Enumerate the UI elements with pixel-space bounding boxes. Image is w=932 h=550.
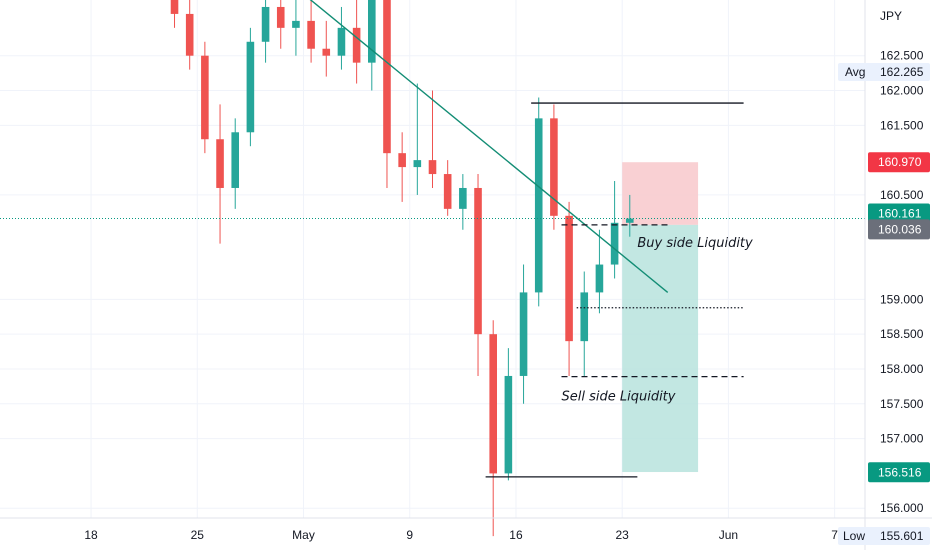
price-tick-label: 162.500 [880, 49, 924, 63]
target-badge-text: 160.970 [878, 155, 922, 169]
liquidity-label: Sell side Liquidity [561, 389, 675, 404]
low-badge-value: 155.601 [880, 529, 924, 543]
candle-body [474, 187, 482, 335]
liquidity-label: Buy side Liquidity [637, 236, 753, 251]
stop-badge-text: 156.516 [878, 465, 922, 479]
time-tick-label: Jun [719, 528, 738, 542]
price-tick-label: 161.500 [880, 118, 924, 132]
time-tick-label: 23 [616, 528, 630, 542]
bid-badge-text: 160.036 [878, 222, 922, 236]
time-tick-label: May [292, 528, 315, 542]
bid-badge-bg [868, 219, 930, 240]
current-price-badge-text: 160.161 [878, 207, 922, 221]
candle-body [352, 27, 361, 63]
candle-body [261, 6, 270, 42]
low-badge-bg [838, 527, 930, 546]
target-badge-bg [868, 152, 930, 173]
candle-body [519, 292, 528, 376]
candle-body [398, 153, 406, 168]
price-tick-label: 157.000 [880, 432, 924, 446]
candle-body [625, 218, 634, 223]
candle-body [565, 215, 573, 342]
time-tick-label: 7 [831, 528, 838, 542]
candle-body [231, 132, 240, 188]
time-axis[interactable]: 18 25 May 9 16 23 Jun 7 [0, 517, 932, 542]
grid [0, 0, 865, 518]
price-tick-label: 158.500 [880, 327, 924, 341]
candle-body [550, 118, 558, 216]
candle-body [413, 160, 422, 168]
price-tick-label: 159.000 [880, 292, 924, 306]
candle-body [292, 20, 300, 28]
take-profit-zone [622, 224, 699, 473]
candle-body [610, 222, 619, 265]
candle-body [246, 41, 255, 133]
candle-body [595, 264, 604, 293]
price-tick-label: 162.000 [880, 84, 924, 98]
candle-body [337, 27, 346, 56]
price-tick-label: 157.500 [880, 397, 924, 411]
avg-badge-bg [838, 63, 930, 82]
time-tick-label: 16 [509, 528, 523, 542]
candle-body [459, 187, 467, 209]
price-tick-label: 158.000 [880, 362, 924, 376]
candle-body [368, 0, 376, 63]
candle-body [322, 48, 331, 56]
avg-badge-label: Avg [845, 65, 865, 79]
price-axis[interactable]: JPY 162.500 162.000 161.500 160.500 159.000 15… [838, 0, 930, 550]
time-tick-label: 9 [406, 528, 413, 542]
currency-label: JPY [880, 9, 902, 23]
annotations: Buy side Liquidity Sell side Liquidity [561, 236, 753, 404]
time-tick-label: 18 [84, 528, 98, 542]
stop-loss-zone [622, 162, 699, 225]
position-zones [622, 162, 699, 473]
candle-body [428, 160, 437, 175]
candle-body [383, 0, 391, 154]
candle-body [185, 13, 194, 56]
candle-body [504, 375, 513, 474]
drawings [0, 0, 865, 478]
candle-body [216, 139, 224, 188]
trend-line [309, 0, 669, 293]
candle-body [276, 6, 285, 28]
candles [170, 0, 634, 537]
low-badge-label: Low [843, 529, 865, 543]
candle-body [170, 0, 179, 14]
candle-body [443, 174, 452, 209]
candle-body [307, 20, 315, 49]
price-tick-label: 156.000 [880, 501, 924, 515]
candle-body [580, 292, 589, 342]
avg-badge-value: 162.265 [880, 65, 924, 79]
candle-body [534, 118, 543, 293]
candle-body [201, 55, 209, 140]
candle-body [489, 334, 497, 474]
stop-badge-bg [868, 462, 930, 483]
price-tick-label: 160.500 [880, 188, 924, 202]
time-tick-label: 25 [191, 528, 205, 542]
